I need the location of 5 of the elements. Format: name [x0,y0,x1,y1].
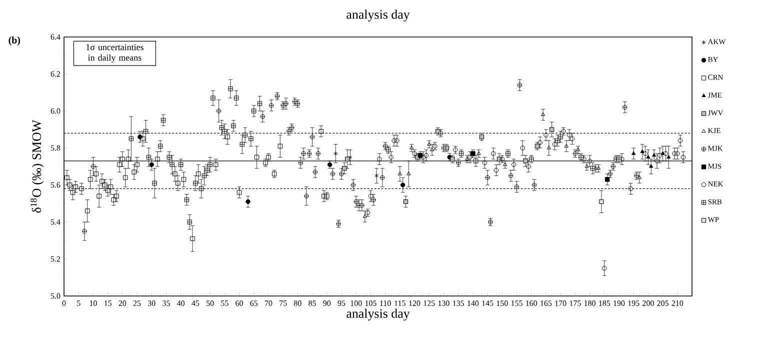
x-axis-title: analysis day [346,308,410,321]
text: (b) [8,36,20,46]
annotation: 1σ uncertainties in daily means [86,44,144,63]
x2-axis-title: analysis day [346,10,410,22]
y-axis-title: δ$^{18}$O (‰) SMOW [30,120,44,213]
